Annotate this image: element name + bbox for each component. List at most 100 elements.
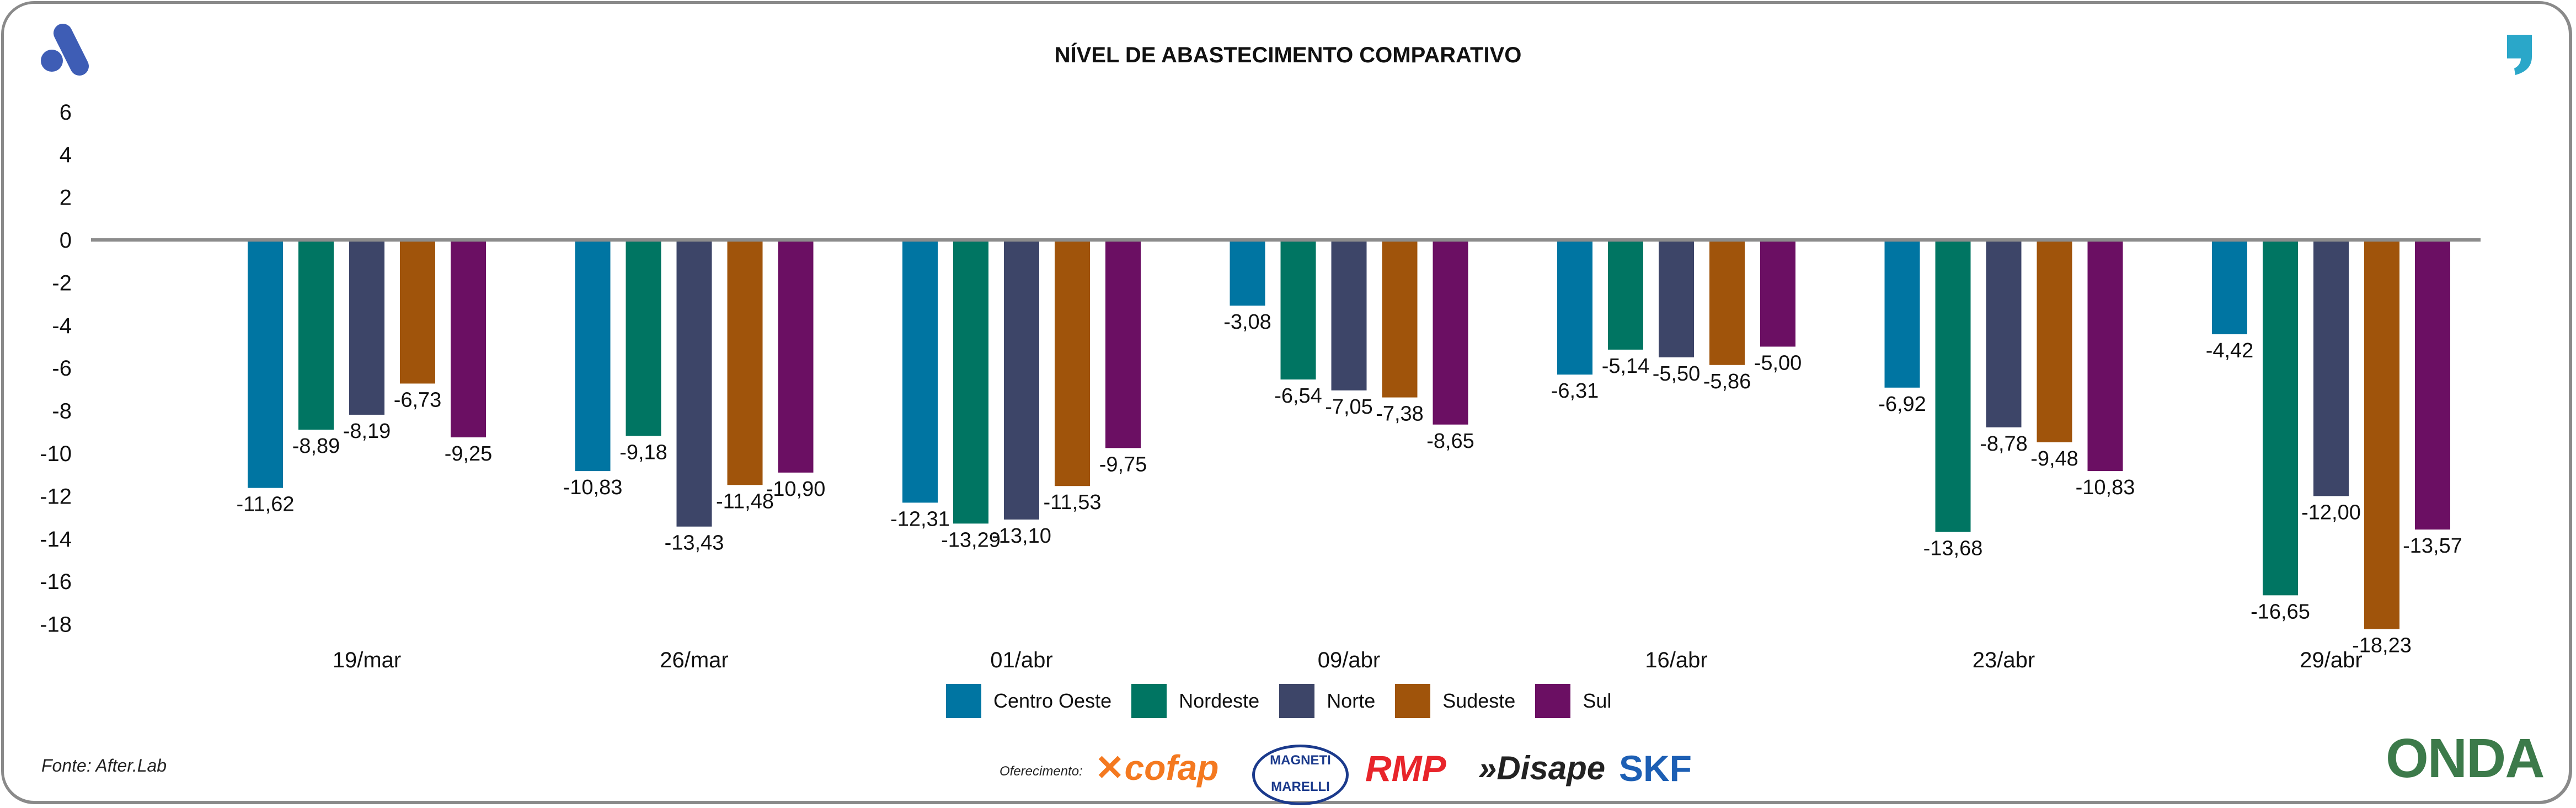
bar-sudeste (1709, 240, 1745, 365)
data-label: -13,68 (1923, 537, 1983, 560)
bar-centro-oeste (248, 240, 283, 488)
bar-nordeste (1608, 240, 1643, 350)
bar-nordeste (626, 240, 661, 436)
bar-centro-oeste (902, 240, 938, 503)
x-tick-label: 29/abr (2300, 648, 2362, 672)
y-tick-label: 4 (60, 143, 72, 167)
bar-norte (1986, 240, 2022, 427)
bar-centro-oeste (1557, 240, 1592, 375)
bar-sudeste (727, 240, 763, 485)
y-tick-label: 2 (60, 186, 72, 210)
data-label: -13,43 (665, 532, 724, 555)
data-label: -6,92 (1878, 393, 1926, 416)
y-tick-label: -12 (40, 484, 72, 509)
disape-logo: »Disape (1478, 750, 1606, 786)
bar-nordeste (1935, 240, 1971, 532)
bar-nordeste (1280, 240, 1316, 380)
data-label: -5,00 (1754, 352, 1802, 375)
data-label: -10,83 (563, 476, 623, 499)
data-label: -9,18 (619, 441, 667, 464)
bar-norte (1004, 240, 1039, 520)
y-tick-label: 0 (60, 228, 72, 253)
bar-sul (1760, 240, 1795, 347)
data-label: -18,23 (2352, 634, 2412, 657)
data-label: -8,65 (1426, 430, 1474, 453)
data-label: -6,54 (1274, 384, 1322, 408)
legend-swatch (1279, 684, 1315, 718)
data-label: -16,65 (2251, 600, 2310, 623)
y-tick-label: -2 (52, 271, 72, 295)
y-tick-label: -18 (40, 613, 72, 637)
legend-label: Centro Oeste (993, 689, 1112, 712)
bar-norte (676, 240, 712, 527)
bar-centro-oeste (2212, 240, 2247, 335)
bar-nordeste (2263, 240, 2298, 596)
data-label: -12,31 (890, 507, 950, 531)
data-label: -7,38 (1376, 403, 1424, 426)
data-label: -9,75 (1099, 453, 1147, 476)
bar-sudeste (2364, 240, 2399, 629)
data-label: -5,14 (1602, 355, 1650, 378)
x-tick-label: 01/abr (990, 648, 1052, 672)
skf-logo: SKF (1619, 748, 1692, 789)
x-tick-label: 26/mar (660, 648, 729, 672)
bar-sul (1433, 240, 1468, 425)
legend-label: Norte (1327, 689, 1376, 712)
y-tick-label: -6 (52, 356, 72, 381)
bar-sul (778, 240, 814, 473)
bar-sul (2087, 240, 2123, 472)
bar-centro-oeste (1884, 240, 1920, 388)
y-tick-label: -10 (40, 442, 72, 466)
legend-item: Nordeste (1131, 684, 1259, 718)
sponsor-label: Oferecimento: (1000, 764, 1083, 779)
bar-sudeste (400, 240, 435, 384)
data-label: -13,57 (2403, 534, 2462, 558)
data-label: -4,42 (2206, 339, 2254, 362)
bar-sudeste (1382, 240, 1418, 398)
data-label: -11,62 (237, 493, 295, 516)
data-label: -9,48 (2030, 447, 2078, 470)
y-tick-label: -14 (40, 527, 72, 552)
y-tick-label: -16 (40, 570, 72, 594)
bar-sudeste (2037, 240, 2072, 442)
bar-nordeste (953, 240, 988, 524)
legend: Centro Oeste Nordeste Norte Sudeste Sul (946, 684, 1631, 718)
bar-sul (2415, 240, 2450, 530)
legend-item: Sudeste (1395, 684, 1515, 718)
data-label: -13,10 (992, 525, 1051, 548)
data-label: -8,89 (292, 435, 340, 458)
legend-item: Centro Oeste (946, 684, 1111, 718)
data-label: -6,31 (1551, 379, 1599, 403)
data-label: -3,08 (1223, 311, 1271, 334)
data-label: -5,86 (1703, 370, 1751, 393)
x-tick-label: 09/abr (1318, 648, 1380, 672)
x-tick-label: 23/abr (1973, 648, 2035, 672)
legend-item: Norte (1279, 684, 1375, 718)
data-label: -11,53 (1044, 491, 1102, 514)
onda-logo: ONDA (2386, 727, 2545, 789)
data-label: -13,29 (941, 528, 1001, 552)
cofap-logo: ✕cofap (1095, 748, 1219, 788)
rmp-logo: RMP (1365, 748, 1446, 789)
chart-title: NÍVEL DE ABASTECIMENTO COMPARATIVO (1054, 43, 1522, 67)
data-label: -11,48 (716, 490, 774, 513)
legend-label: Sul (1583, 689, 1612, 712)
magneti-marelli-logo: MAGNETI MARELLI (1252, 745, 1349, 805)
data-label: -7,05 (1325, 395, 1373, 419)
data-label: -10,90 (766, 478, 826, 501)
bar-sul (451, 240, 486, 437)
data-label: -10,83 (2076, 476, 2135, 499)
legend-swatch (1131, 684, 1167, 718)
y-tick-label: -8 (52, 399, 72, 424)
data-label: -9,25 (445, 442, 493, 465)
legend-label: Sudeste (1442, 689, 1516, 712)
legend-swatch (946, 684, 981, 718)
data-label: -5,50 (1653, 362, 1701, 386)
legend-swatch (1535, 684, 1571, 718)
bar-sul (1105, 240, 1141, 448)
x-tick-label: 19/mar (333, 648, 402, 672)
bar-sudeste (1055, 240, 1090, 486)
x-tick-label: 16/abr (1645, 648, 1707, 672)
afterlab-logo-icon (41, 24, 89, 76)
